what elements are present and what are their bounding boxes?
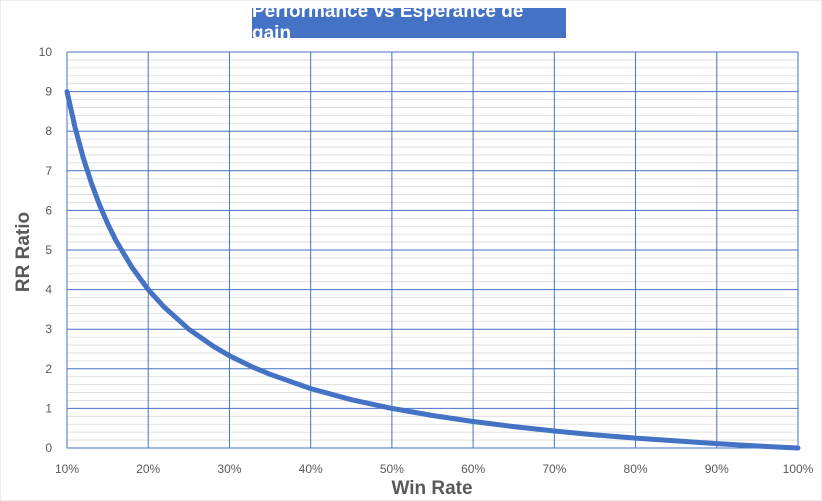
y-tick-label: 9 — [45, 85, 52, 99]
y-tick-label: 4 — [45, 283, 52, 297]
major-grid — [66, 51, 799, 449]
x-tick-label: 50% — [380, 462, 404, 476]
y-tick-label: 8 — [45, 124, 52, 138]
y-tick-labels: 0 1 2 3 4 5 6 7 8 9 10 — [39, 45, 53, 455]
y-tick-label: 10 — [39, 45, 53, 59]
series-layer — [64, 89, 801, 451]
y-tick-label: 6 — [45, 203, 52, 217]
x-tick-label: 80% — [624, 462, 648, 476]
x-tick-label: 30% — [217, 462, 241, 476]
x-tick-label: 100% — [783, 462, 814, 476]
x-tick-label: 40% — [299, 462, 323, 476]
y-axis-label: RR Ratio — [13, 211, 34, 293]
x-tick-label: 70% — [542, 462, 566, 476]
x-axis-label: Win Rate — [391, 478, 473, 499]
x-tick-label: 90% — [705, 462, 729, 476]
y-tick-label: 2 — [45, 362, 52, 376]
y-tick-label: 3 — [45, 322, 52, 336]
y-tick-label: 0 — [45, 441, 52, 455]
y-tick-label: 1 — [45, 401, 52, 415]
y-tick-label: 7 — [45, 164, 52, 178]
title-background — [252, 8, 566, 38]
y-tick-label: 5 — [45, 243, 52, 257]
x-tick-label: 60% — [461, 462, 485, 476]
series-line-0 — [64, 89, 801, 451]
x-tick-label: 10% — [55, 462, 79, 476]
x-tick-label: 20% — [136, 462, 160, 476]
chart-title: Performance vs Espérance de gain — [252, 1, 524, 44]
x-tick-labels: 10% 20% 30% 40% 50% 60% 70% 80% 90% 100% — [55, 462, 814, 476]
minor-grid — [67, 59, 798, 441]
